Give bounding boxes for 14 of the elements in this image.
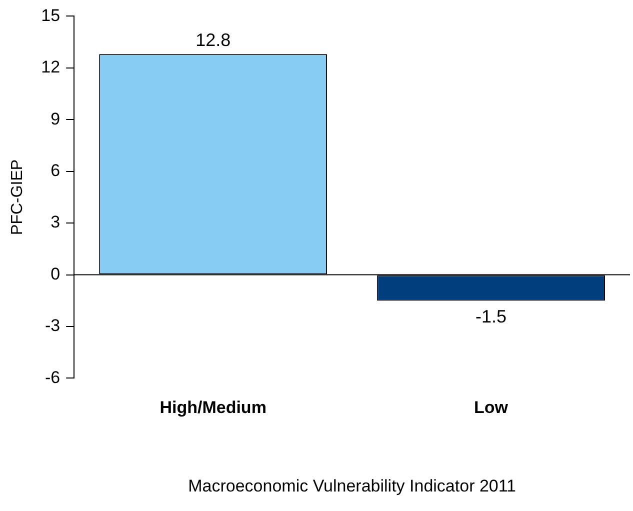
x-axis-title: Macroeconomic Vulnerability Indicator 2011 xyxy=(188,476,516,496)
data-label: -1.5 xyxy=(476,306,507,327)
y-tick-label: -6 xyxy=(44,368,60,387)
y-tick-label: 6 xyxy=(50,161,60,180)
y-tick-label: 0 xyxy=(50,264,60,284)
y-tick-label: 9 xyxy=(50,109,60,128)
y-tick-label: 3 xyxy=(50,212,60,232)
y-tick-label: 12 xyxy=(41,58,60,77)
y-tick-label: 15 xyxy=(41,6,60,25)
y-tick-label: -3 xyxy=(44,316,60,336)
data-label: 12.8 xyxy=(196,30,231,50)
x-tick-label: High/Medium xyxy=(160,398,266,418)
x-tick-label: Low xyxy=(474,398,509,418)
y-axis-title: PFC-GIEP xyxy=(9,159,26,235)
